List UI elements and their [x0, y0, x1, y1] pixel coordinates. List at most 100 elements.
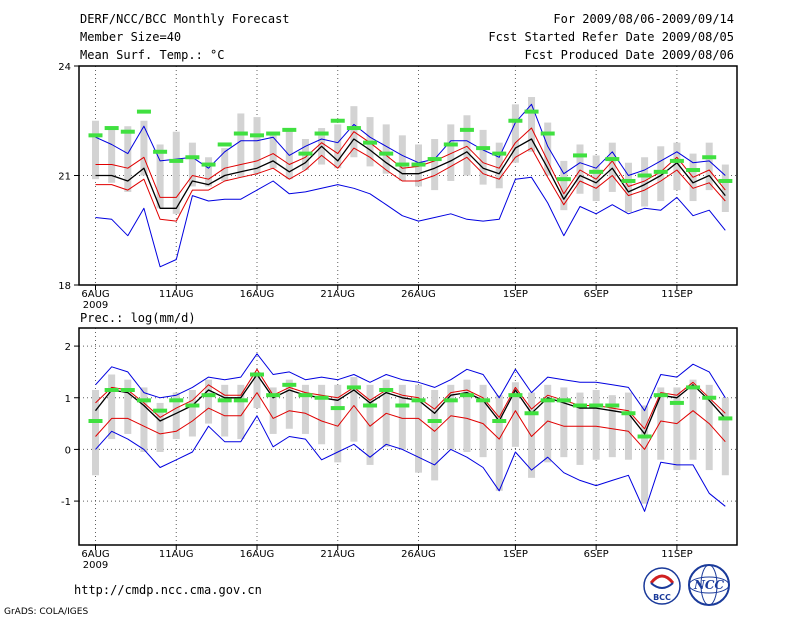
prec-ytick-label: -1 — [61, 497, 71, 508]
temp-spread-bar — [495, 142, 503, 189]
temp-spread-bar — [560, 160, 568, 211]
prec-median-marker — [605, 403, 620, 408]
prec-spread-bar — [544, 384, 552, 463]
temp-median-marker — [250, 133, 264, 138]
temp-median-marker — [169, 158, 184, 163]
prec-min-line — [95, 415, 726, 512]
temp-median-marker — [556, 177, 571, 182]
temp-median-marker — [266, 131, 281, 136]
temp-spread-bar — [721, 164, 729, 212]
temp-median-marker — [621, 178, 636, 183]
temp-ytick-label: 21 — [58, 172, 71, 183]
temp-median-marker — [136, 109, 151, 114]
source-url[interactable]: http://cmdp.ncc.cma.gov.cn — [74, 583, 262, 597]
temp-xtick-year-label: 2009 — [83, 300, 108, 311]
prec-median-marker — [169, 398, 184, 403]
temp-median-marker — [120, 129, 135, 134]
temp-median-marker — [201, 162, 216, 167]
temp-xtick-label: 16AUG — [240, 289, 275, 300]
temp-median-marker — [330, 118, 345, 123]
prec-median-marker — [298, 393, 313, 398]
temp-spread-bar — [253, 117, 261, 174]
temp-max-line — [95, 103, 726, 176]
prec-spread-bar — [156, 402, 164, 452]
prec-spread-bar — [624, 392, 632, 460]
temp-median-marker — [476, 146, 491, 151]
temp-xtick-label: 1SEP — [503, 289, 528, 300]
prec-median-marker — [669, 400, 684, 405]
prec-median-marker — [217, 398, 232, 403]
temp-median-marker — [104, 126, 119, 131]
temp-xtick-label: 26AUG — [401, 289, 436, 300]
temp-median-marker — [411, 162, 426, 167]
temp-median-marker — [653, 169, 668, 174]
temp-median-marker — [573, 153, 587, 158]
ncc-logo-text: NCC — [693, 578, 725, 592]
prec-median-marker — [524, 411, 539, 416]
prec-median-marker — [589, 403, 604, 408]
temp-median-marker — [669, 158, 684, 163]
chart-title: DERF/NCC/BCC Monthly Forecast — [80, 12, 290, 26]
prec-spread-bar — [124, 379, 132, 434]
temp-median-marker — [540, 131, 555, 136]
prec-std-lower-line — [95, 392, 726, 450]
grads-credit: GrADS: COLA/IGES — [4, 607, 88, 617]
temp-median-marker — [314, 131, 329, 136]
prec-std-upper-line — [95, 368, 726, 430]
prec-median-marker — [718, 416, 733, 421]
prec-spread-bar — [511, 382, 519, 447]
prec-median-marker — [476, 398, 491, 403]
bcc-logo: BCC — [643, 567, 681, 605]
temp-spread-bar — [544, 122, 552, 176]
prec-spread-bar — [657, 387, 665, 460]
prec-xtick-year-label: 2009 — [83, 560, 108, 571]
temp-median-marker — [637, 173, 652, 178]
prec-spread-bar — [479, 384, 487, 458]
temp-median-marker — [459, 127, 474, 132]
temp-median-marker — [185, 155, 200, 160]
temp-median-marker — [524, 109, 539, 114]
prec-median-marker — [427, 419, 442, 423]
temp-xtick-label: 21AUG — [320, 289, 355, 300]
prec-spread-bar — [495, 395, 503, 491]
temp-spread-bar — [479, 129, 487, 185]
prec-median-marker — [540, 398, 555, 403]
temp-spread-bar — [608, 142, 616, 192]
prec-median-marker — [621, 411, 636, 416]
prec-spread-bar — [318, 384, 326, 445]
prec-spread-bar — [334, 384, 342, 463]
temp-spread-bar — [447, 124, 455, 181]
fcst-started-label: Fcst Started Refer Date 2009/08/05 — [488, 30, 734, 44]
prec-median-marker — [411, 398, 426, 403]
prec-spread-bar — [463, 379, 471, 452]
temp-spread-bar — [221, 148, 229, 181]
prec-spread-bar — [269, 387, 277, 434]
temp-xtick-label: 11AUG — [159, 289, 194, 300]
prec-spread-bar — [108, 374, 116, 440]
prec-median-marker — [266, 393, 281, 398]
temp-ytick-label: 24 — [58, 62, 71, 73]
temp-spread-bar — [108, 128, 116, 183]
prec-xtick-label: 21AUG — [320, 549, 355, 560]
prec-median-marker — [88, 419, 103, 423]
temp-median-marker — [443, 142, 458, 147]
temp-median-marker — [589, 169, 604, 174]
temp-spread-bar — [285, 128, 293, 180]
prec-spread-bar — [608, 395, 616, 458]
prec-spread-bar — [237, 384, 245, 440]
prec-median-marker — [379, 388, 394, 392]
prec-median-marker — [573, 403, 587, 408]
temp-spread-bar — [92, 120, 99, 180]
bcc-logo-text: BCC — [653, 593, 671, 602]
temp-spread-bar — [641, 157, 649, 207]
prec-median-marker — [653, 393, 668, 398]
prec-spread-bar — [172, 392, 180, 440]
temp-spread-bar — [156, 144, 164, 209]
prec-median-marker — [136, 398, 151, 403]
variable-label: Mean Surf. Temp.: °C — [80, 48, 225, 62]
temp-spread-bar — [528, 97, 536, 152]
temp-xtick-label: 11SEP — [661, 289, 692, 300]
prec-ytick-label: 1 — [65, 394, 71, 405]
prec-median-marker — [363, 403, 378, 408]
